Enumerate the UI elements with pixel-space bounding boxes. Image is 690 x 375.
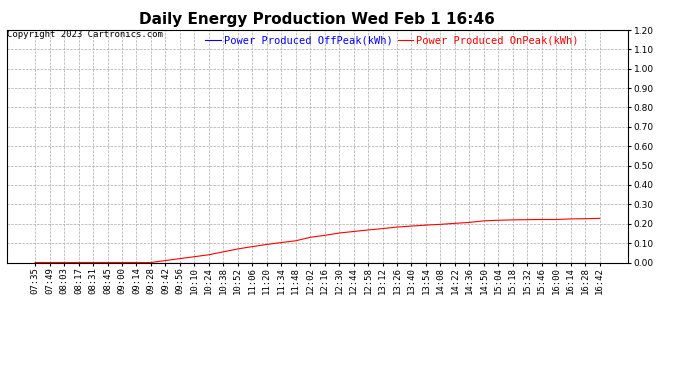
Power Produced OnPeak(kWh) bbox=[75, 260, 83, 265]
Power Produced OffPeak(kWh) bbox=[552, 260, 560, 265]
Power Produced OffPeak(kWh) bbox=[378, 260, 386, 265]
Power Produced OffPeak(kWh) bbox=[566, 260, 575, 265]
Power Produced OffPeak(kWh) bbox=[104, 260, 112, 265]
Power Produced OnPeak(kWh) bbox=[263, 242, 271, 247]
Power Produced OnPeak(kWh) bbox=[581, 216, 589, 221]
Power Produced OffPeak(kWh) bbox=[277, 260, 286, 265]
Power Produced OffPeak(kWh) bbox=[132, 260, 141, 265]
Power Produced OffPeak(kWh) bbox=[147, 260, 155, 265]
Power Produced OffPeak(kWh) bbox=[494, 260, 502, 265]
Power Produced OnPeak(kWh) bbox=[349, 229, 357, 234]
Power Produced OnPeak(kWh) bbox=[104, 260, 112, 265]
Power Produced OffPeak(kWh) bbox=[465, 260, 473, 265]
Power Produced OffPeak(kWh) bbox=[480, 260, 488, 265]
Power Produced OnPeak(kWh) bbox=[335, 231, 343, 235]
Power Produced OffPeak(kWh) bbox=[161, 260, 170, 265]
Power Produced OffPeak(kWh) bbox=[219, 260, 228, 265]
Power Produced OffPeak(kWh) bbox=[292, 260, 300, 265]
Power Produced OnPeak(kWh) bbox=[465, 220, 473, 225]
Power Produced OnPeak(kWh) bbox=[60, 260, 68, 265]
Power Produced OnPeak(kWh) bbox=[523, 217, 531, 222]
Power Produced OffPeak(kWh) bbox=[263, 260, 271, 265]
Power Produced OnPeak(kWh) bbox=[89, 260, 97, 265]
Power Produced OffPeak(kWh) bbox=[595, 260, 604, 265]
Power Produced OnPeak(kWh) bbox=[595, 216, 604, 220]
Power Produced OffPeak(kWh) bbox=[349, 260, 357, 265]
Power Produced OnPeak(kWh) bbox=[176, 256, 184, 261]
Power Produced OffPeak(kWh) bbox=[335, 260, 343, 265]
Power Produced OffPeak(kWh) bbox=[205, 260, 213, 265]
Power Produced OnPeak(kWh) bbox=[393, 225, 401, 229]
Power Produced OnPeak(kWh) bbox=[364, 228, 372, 232]
Power Produced OffPeak(kWh) bbox=[190, 260, 199, 265]
Power Produced OnPeak(kWh) bbox=[451, 221, 459, 226]
Power Produced OnPeak(kWh) bbox=[422, 223, 430, 227]
Power Produced OffPeak(kWh) bbox=[320, 260, 328, 265]
Power Produced OnPeak(kWh) bbox=[306, 235, 315, 240]
Power Produced OnPeak(kWh) bbox=[118, 260, 126, 265]
Power Produced OnPeak(kWh) bbox=[205, 252, 213, 257]
Power Produced OffPeak(kWh) bbox=[523, 260, 531, 265]
Power Produced OffPeak(kWh) bbox=[538, 260, 546, 265]
Power Produced OnPeak(kWh) bbox=[292, 238, 300, 243]
Power Produced OnPeak(kWh) bbox=[277, 240, 286, 245]
Power Produced OnPeak(kWh) bbox=[480, 219, 488, 223]
Power Produced OffPeak(kWh) bbox=[306, 260, 315, 265]
Power Produced OnPeak(kWh) bbox=[161, 258, 170, 263]
Power Produced OnPeak(kWh) bbox=[234, 247, 242, 251]
Power Produced OffPeak(kWh) bbox=[581, 260, 589, 265]
Power Produced OffPeak(kWh) bbox=[89, 260, 97, 265]
Power Produced OnPeak(kWh) bbox=[494, 218, 502, 222]
Power Produced OffPeak(kWh) bbox=[509, 260, 517, 265]
Power Produced OnPeak(kWh) bbox=[31, 260, 39, 265]
Power Produced OnPeak(kWh) bbox=[538, 217, 546, 222]
Power Produced OffPeak(kWh) bbox=[60, 260, 68, 265]
Power Produced OnPeak(kWh) bbox=[190, 255, 199, 259]
Power Produced OnPeak(kWh) bbox=[436, 222, 444, 226]
Power Produced OffPeak(kWh) bbox=[407, 260, 415, 265]
Power Produced OffPeak(kWh) bbox=[75, 260, 83, 265]
Power Produced OffPeak(kWh) bbox=[31, 260, 39, 265]
Power Produced OffPeak(kWh) bbox=[46, 260, 54, 265]
Power Produced OffPeak(kWh) bbox=[248, 260, 257, 265]
Power Produced OnPeak(kWh) bbox=[552, 217, 560, 222]
Text: Copyright 2023 Cartronics.com: Copyright 2023 Cartronics.com bbox=[7, 30, 163, 39]
Power Produced OffPeak(kWh) bbox=[436, 260, 444, 265]
Power Produced OffPeak(kWh) bbox=[176, 260, 184, 265]
Power Produced OnPeak(kWh) bbox=[132, 260, 141, 265]
Power Produced OnPeak(kWh) bbox=[219, 250, 228, 254]
Power Produced OffPeak(kWh) bbox=[422, 260, 430, 265]
Line: Power Produced OnPeak(kWh): Power Produced OnPeak(kWh) bbox=[35, 218, 600, 262]
Power Produced OnPeak(kWh) bbox=[248, 244, 257, 249]
Power Produced OffPeak(kWh) bbox=[364, 260, 372, 265]
Power Produced OnPeak(kWh) bbox=[509, 217, 517, 222]
Title: Daily Energy Production Wed Feb 1 16:46: Daily Energy Production Wed Feb 1 16:46 bbox=[139, 12, 495, 27]
Power Produced OnPeak(kWh) bbox=[407, 224, 415, 228]
Power Produced OnPeak(kWh) bbox=[320, 233, 328, 238]
Power Produced OffPeak(kWh) bbox=[234, 260, 242, 265]
Power Produced OnPeak(kWh) bbox=[566, 217, 575, 221]
Legend: Power Produced OffPeak(kWh), Power Produced OnPeak(kWh): Power Produced OffPeak(kWh), Power Produ… bbox=[205, 35, 579, 45]
Power Produced OffPeak(kWh) bbox=[393, 260, 401, 265]
Power Produced OnPeak(kWh) bbox=[46, 260, 54, 265]
Power Produced OffPeak(kWh) bbox=[118, 260, 126, 265]
Power Produced OnPeak(kWh) bbox=[378, 226, 386, 231]
Power Produced OffPeak(kWh) bbox=[451, 260, 459, 265]
Power Produced OnPeak(kWh) bbox=[147, 260, 155, 265]
